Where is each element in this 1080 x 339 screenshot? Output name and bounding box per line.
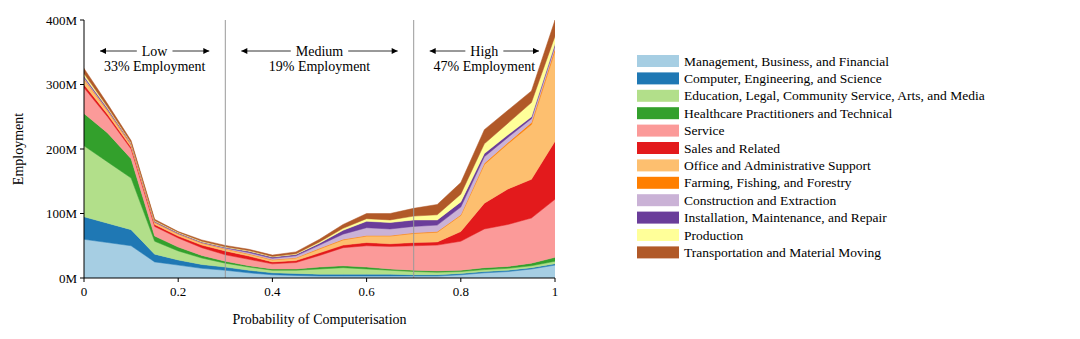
legend-swatch	[637, 159, 679, 171]
x-tick-label: 0	[81, 284, 88, 299]
region-label: Low	[142, 44, 169, 59]
arrowhead	[430, 48, 436, 54]
arrow	[241, 51, 290, 52]
x-tick	[460, 278, 461, 282]
legend-swatch	[637, 194, 679, 206]
arrowhead	[100, 48, 106, 54]
y-tick	[80, 84, 84, 85]
region-label: Medium	[296, 44, 344, 59]
legend-label: Production	[684, 228, 743, 243]
area	[84, 20, 555, 256]
x-tick-label: 0.2	[170, 284, 186, 299]
arrowhead	[533, 48, 539, 54]
x-tick-label: 0.8	[453, 284, 469, 299]
legend-swatch	[637, 142, 679, 154]
legend-swatch	[637, 229, 679, 241]
y-tick	[80, 149, 84, 150]
legend-label: Management, Business, and Financial	[684, 54, 889, 69]
x-tick	[84, 278, 85, 282]
area	[84, 36, 555, 257]
legend-swatch	[637, 107, 679, 119]
legend-label: Transportation and Material Moving	[684, 245, 881, 260]
y-tick	[80, 20, 84, 21]
region-detail: 19% Employment	[269, 59, 371, 74]
y-tick-label: 400M	[46, 13, 78, 28]
legend-label: Service	[684, 123, 724, 138]
y-tick-label: 300M	[46, 77, 78, 92]
legend-label: Education, Legal, Community Service, Art…	[684, 88, 985, 103]
legend-label: Healthcare Practitioners and Technical	[684, 106, 893, 121]
legend-swatch	[637, 177, 679, 189]
legend-swatch	[637, 246, 679, 258]
x-tick-label: 0.6	[358, 284, 375, 299]
region-divider	[225, 20, 226, 278]
x-tick-label: 0.4	[264, 284, 281, 299]
arrowhead	[203, 48, 209, 54]
legend-swatch	[637, 72, 679, 84]
legend-swatch	[637, 90, 679, 102]
legend-swatch	[637, 212, 679, 224]
legend-swatch	[637, 55, 679, 67]
chart: Low33% Employment Medium19% Employment Hig…	[0, 0, 1080, 339]
legend-label: Construction and Extraction	[684, 193, 836, 208]
legend-label: Installation, Maintenance, and Repair	[684, 210, 887, 225]
region-divider	[413, 20, 414, 278]
x-tick	[555, 278, 556, 282]
x-tick-label: 1	[552, 284, 559, 299]
legend: Management, Business, and Financial Compu…	[637, 54, 985, 260]
region-detail: 47% Employment	[434, 59, 536, 74]
region-detail: 33% Employment	[104, 59, 206, 74]
legend-label: Farming, Fishing, and Forestry	[684, 175, 852, 190]
legend-swatch	[637, 125, 679, 137]
y-tick-label: 100M	[46, 206, 78, 221]
arrow	[348, 51, 397, 52]
x-axis-label: Probability of Computerisation	[232, 312, 406, 327]
legend-label: Sales and Related	[684, 141, 780, 156]
y-tick-label: 200M	[46, 142, 78, 157]
y-tick-label: 0M	[59, 271, 78, 286]
areas	[84, 20, 555, 278]
legend-label: Computer, Engineering, and Science	[684, 71, 882, 86]
x-tick	[178, 278, 179, 282]
y-tick	[80, 213, 84, 214]
region-label: High	[470, 44, 498, 59]
x-axis	[84, 278, 555, 279]
legend-label: Office and Administrative Support	[684, 158, 871, 173]
y-axis-label: Employment	[11, 113, 26, 185]
y-tick	[80, 278, 84, 279]
arrowhead	[392, 48, 398, 54]
x-tick	[366, 278, 367, 282]
arrowhead	[241, 48, 247, 54]
x-tick	[272, 278, 273, 282]
